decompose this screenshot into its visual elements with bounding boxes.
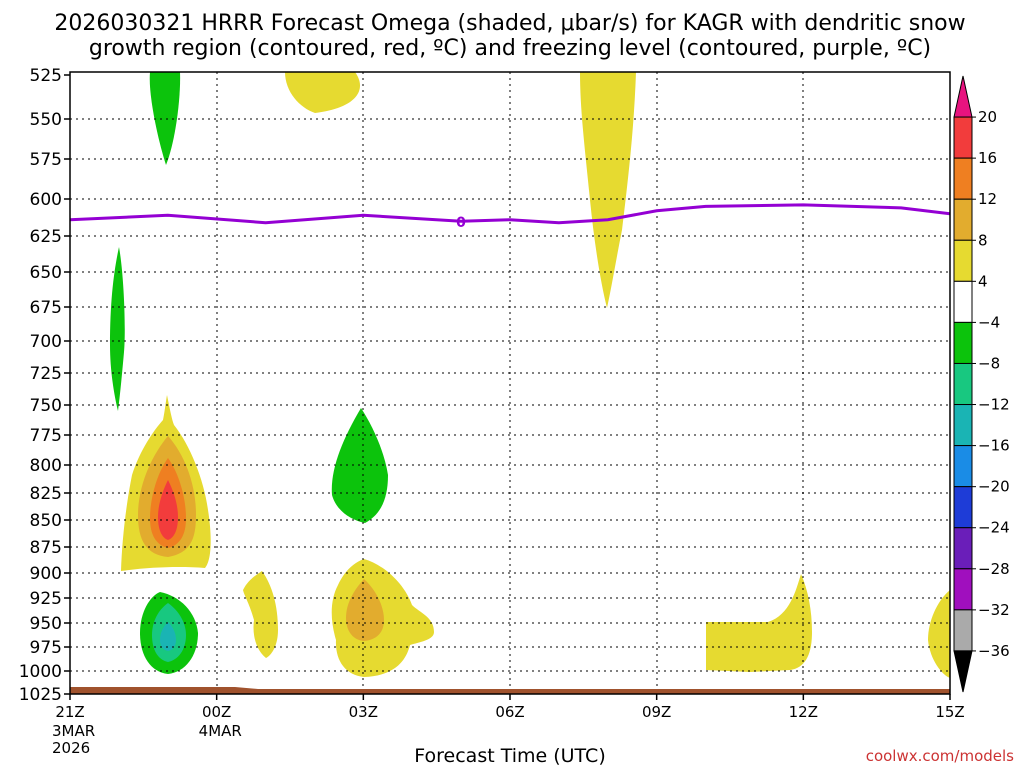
colorbar-label: −36: [978, 642, 1010, 660]
x-tick-label: 12Z: [789, 703, 818, 721]
colorbar-label: −20: [978, 478, 1010, 496]
y-tick-label: 625: [30, 227, 62, 247]
grid-lines: [70, 72, 950, 694]
omega-region-cyan-surface: [160, 622, 176, 651]
surface-ground: [70, 687, 950, 694]
y-tick-label: 775: [30, 426, 62, 446]
y-tick-label: 575: [30, 150, 62, 170]
y-tick-label: 900: [30, 564, 62, 584]
x-axis-label: Forecast Time (UTC): [414, 745, 605, 767]
colorbar: 20 16 12 8 4 −4 −8 −12 −16 −20 −24 −28 −32 −36: [953, 75, 1010, 693]
colorbar-swatch: [953, 445, 973, 488]
omega-region-green-mid: [110, 247, 125, 411]
x-tick-label: 15Z: [935, 703, 964, 721]
omega-region-updraft-red: [158, 480, 178, 540]
colorbar-swatch: [953, 568, 973, 611]
y-tick-label: 750: [30, 396, 62, 416]
y-tick-label: 1000: [19, 662, 62, 682]
y-tick-label: 800: [30, 456, 62, 476]
x-tick-sublabel: 2026: [52, 739, 90, 757]
colorbar-label: 8: [978, 231, 988, 249]
y-tick-label: 725: [30, 364, 62, 384]
colorbar-label: −8: [978, 354, 1000, 372]
colorbar-swatch: [953, 198, 973, 241]
y-tick-label: 950: [30, 614, 62, 634]
y-tick-label: 850: [30, 511, 62, 531]
colorbar-label: 20: [978, 108, 997, 126]
y-tick-label: 1025: [19, 685, 62, 705]
omega-region-amber-03z: [346, 579, 384, 641]
y-tick-label: 700: [30, 332, 62, 352]
colorbar-label: 16: [978, 149, 997, 167]
chart-title-line-2: growth region (contoured, red, ºC) and f…: [89, 36, 931, 61]
x-tick-sublabel: 3MAR: [52, 722, 95, 740]
colorbar-label: −28: [978, 560, 1010, 578]
y-tick-label: 550: [30, 110, 62, 130]
colorbar-swatch: [953, 527, 973, 570]
y-tick-label: 525: [30, 66, 62, 86]
omega-region-yellow-top: [285, 72, 361, 113]
y-tick-label: 975: [30, 638, 62, 658]
x-tick-label: 09Z: [642, 703, 671, 721]
colorbar-swatch: [953, 116, 973, 159]
colorbar-label: 4: [978, 272, 988, 290]
colorbar-swatch: [953, 486, 973, 529]
colorbar-swatch: [953, 75, 973, 118]
freezing-level-label: 0: [456, 215, 466, 231]
x-tick-label: 06Z: [495, 703, 524, 721]
x-tick-label: 21Z: [55, 703, 84, 721]
colorbar-swatch: [953, 157, 973, 200]
colorbar-swatch: [953, 609, 973, 652]
omega-shading: [110, 72, 950, 678]
colorbar-label: −16: [978, 437, 1010, 455]
colorbar-swatch: [953, 321, 973, 364]
colorbar-label: −12: [978, 396, 1010, 414]
credit-link[interactable]: coolwx.com/models: [866, 747, 1014, 765]
colorbar-label: −24: [978, 519, 1010, 537]
colorbar-swatch: [953, 404, 973, 447]
colorbar-swatch: [953, 280, 973, 323]
colorbar-label: −32: [978, 601, 1010, 619]
y-tick-label: 825: [30, 484, 62, 504]
colorbar-swatch: [953, 650, 973, 693]
colorbar-label: 12: [978, 190, 997, 208]
x-tick-sublabel: 4MAR: [199, 722, 242, 740]
colorbar-label: −4: [978, 313, 1000, 331]
x-tick-label: 00Z: [202, 703, 231, 721]
omega-region-yellow-spike: [580, 72, 636, 308]
y-tick-label: 650: [30, 263, 62, 283]
chart-title-line-1: 2026030321 HRRR Forecast Omega (shaded, …: [54, 11, 965, 36]
freezing-level-line: [69, 203, 951, 225]
colorbar-swatch: [953, 362, 973, 406]
y-tick-label: 875: [30, 538, 62, 558]
y-tick-label: 600: [30, 190, 62, 210]
x-tick-label: 03Z: [349, 703, 378, 721]
omega-region-yellow-right: [928, 590, 950, 678]
omega-region-green-top: [149, 72, 181, 165]
y-axis: 525 550 575 600 625 650 675 700 725 750 775 800 825 8…: [19, 66, 70, 705]
omega-region-yellow-small: [243, 571, 278, 658]
y-tick-label: 675: [30, 298, 62, 318]
y-tick-label: 925: [30, 589, 62, 609]
colorbar-swatch: [953, 239, 973, 282]
